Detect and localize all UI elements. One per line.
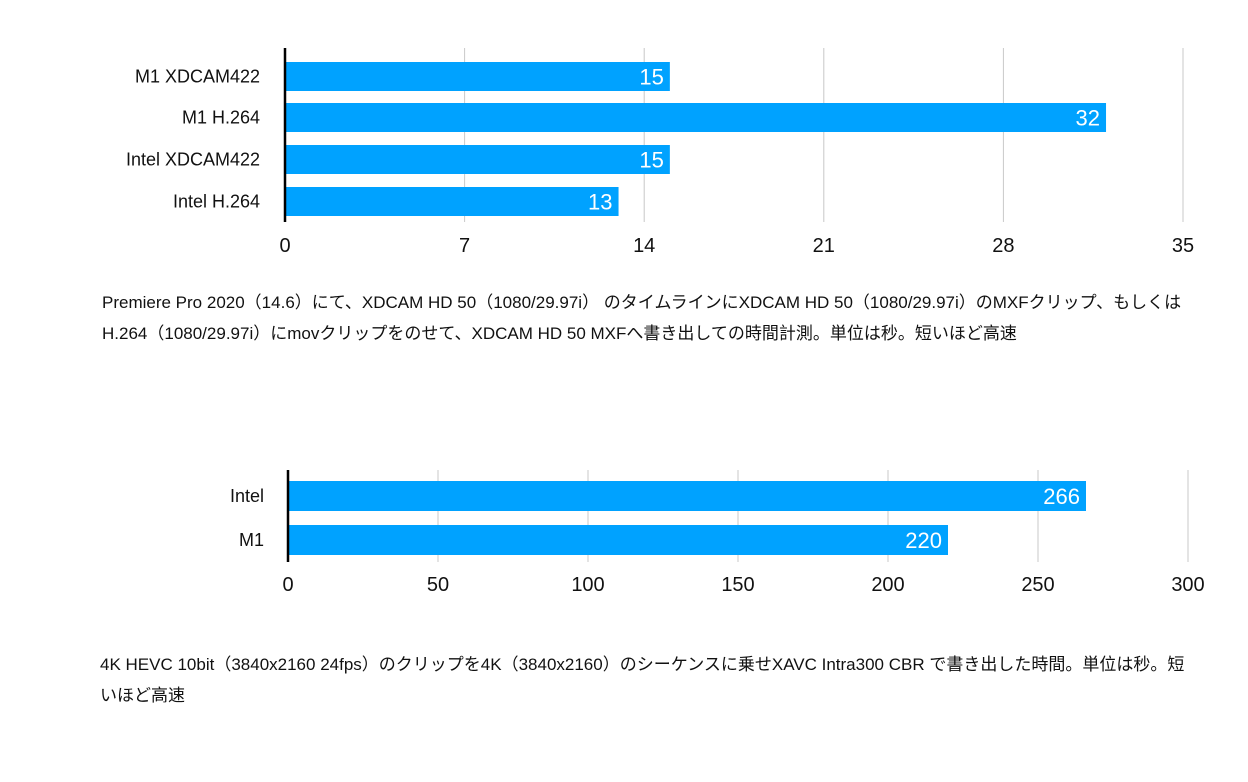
chart-1-category-label: Intel XDCAM422 (126, 150, 260, 170)
chart-2-category-label: M1 (239, 530, 264, 550)
chart-1-x-tick-label: 35 (1172, 235, 1194, 257)
chart-1-bar (285, 62, 670, 91)
chart-1-x-tick-label: 14 (633, 235, 655, 257)
chart-1-x-tick-label: 21 (813, 235, 835, 257)
chart-2-x-tick-label: 100 (571, 574, 604, 596)
chart-2-bar (288, 481, 1086, 511)
chart-1-caption: Premiere Pro 2020（14.6）にて、XDCAM HD 50（10… (102, 293, 1182, 343)
chart-2-x-tick-label: 50 (427, 574, 449, 596)
chart-1-category-label: M1 H.264 (182, 108, 260, 128)
chart-2-x-tick-label: 200 (871, 574, 904, 596)
chart-1-bar (285, 187, 619, 216)
chart-2-caption: 4K HEVC 10bit（3840x2160 24fps）のクリップを4K（3… (100, 655, 1185, 705)
chart-1-bar (285, 145, 670, 174)
chart-2-x-tick-label: 150 (721, 574, 754, 596)
chart-1-x-tick-label: 0 (279, 235, 290, 257)
chart-1-x-tick-label: 28 (992, 235, 1014, 257)
chart-2-category-label: Intel (230, 486, 264, 506)
chart-2-x-tick-label: 250 (1021, 574, 1054, 596)
chart-2-data-label: 266 (1043, 484, 1080, 509)
chart-1-data-label: 32 (1076, 106, 1100, 131)
chart-2-bar (288, 525, 948, 555)
chart-1-data-label: 13 (588, 190, 612, 215)
chart-1-category-label: M1 XDCAM422 (135, 67, 260, 87)
chart-1-bar (285, 103, 1107, 132)
chart-1-data-label: 15 (639, 148, 663, 173)
chart-2-data-label: 220 (905, 528, 942, 553)
chart-1-data-label: 15 (639, 65, 663, 90)
chart-2-x-tick-label: 0 (282, 574, 293, 596)
chart-2-x-tick-label: 300 (1171, 574, 1204, 596)
chart-1-x-tick-label: 7 (459, 235, 470, 257)
chart-1-category-label: Intel H.264 (173, 192, 260, 212)
